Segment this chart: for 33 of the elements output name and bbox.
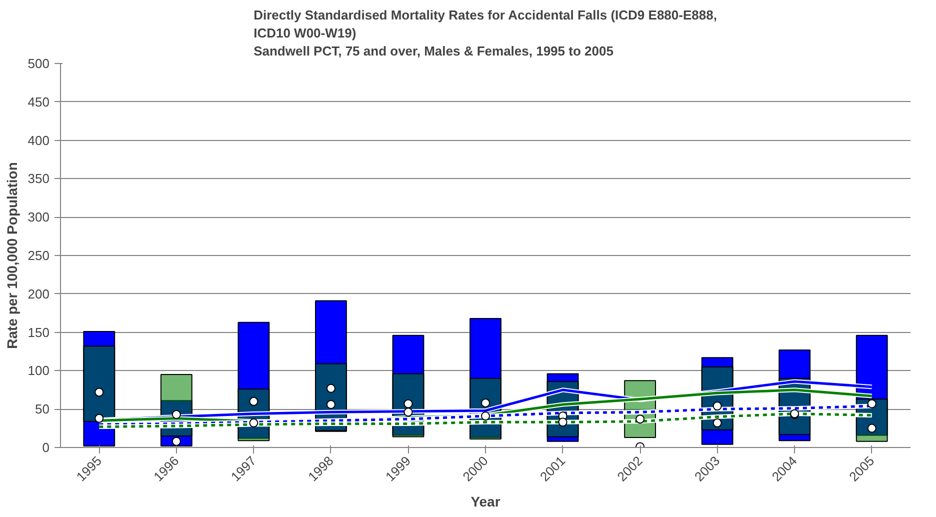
point [481, 398, 490, 408]
point [404, 408, 413, 417]
y-tick-label: 0 [42, 440, 50, 455]
point [94, 414, 104, 423]
y-tick-label: 450 [28, 94, 50, 110]
y-tick-label: 150 [28, 324, 50, 340]
y-tick-label: 400 [28, 132, 50, 148]
point [481, 412, 490, 421]
x-axis-title: Year [470, 493, 501, 510]
point [326, 384, 336, 393]
y-tick-label: 350 [28, 171, 50, 186]
y-tick-label: 300 [28, 210, 50, 225]
point [249, 418, 258, 428]
y-tick-label: 50 [35, 402, 50, 417]
point [636, 414, 645, 424]
y-tick-label: 200 [28, 286, 50, 302]
chart-title: Directly Standardised Mortality Rates for Accidental Falls (ICD9 E880-E888, ICD10 W00-W19) Sandwell PCT, 75 and over, Males & Females, 1995 to 2005 [254, 8, 717, 58]
bar [83, 346, 116, 422]
y-tick-label: 500 [28, 56, 50, 71]
point [712, 402, 722, 411]
point [867, 424, 876, 433]
point [867, 399, 876, 408]
point [249, 396, 258, 406]
point [172, 436, 181, 446]
point [712, 418, 722, 428]
point [326, 400, 336, 409]
point [172, 410, 181, 419]
point [404, 399, 413, 408]
point [558, 418, 568, 427]
y-axis-title: Rate per 100,000 Population [4, 162, 20, 349]
point [94, 388, 104, 397]
y-tick-label: 100 [28, 363, 50, 378]
y-tick-label: 250 [28, 248, 50, 263]
